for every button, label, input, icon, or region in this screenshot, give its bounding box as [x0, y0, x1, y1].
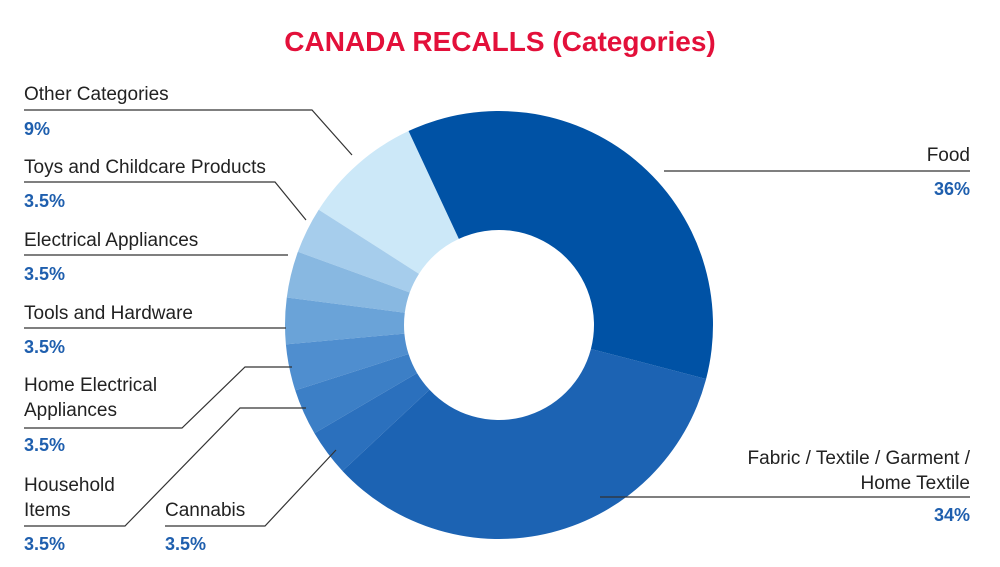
category-label: Tools and Hardware	[24, 303, 193, 324]
category-label: Food	[926, 145, 970, 166]
value-label: 3.5%	[24, 337, 66, 357]
donut-slice	[286, 251, 410, 313]
donut-slice	[284, 297, 405, 345]
leader-line	[24, 181, 307, 221]
category-label: Household Items	[24, 475, 115, 521]
value-label: 3.5%	[165, 534, 207, 554]
value-label: 34%	[933, 505, 970, 525]
value-label: 3.5%	[24, 534, 66, 554]
leader-line	[165, 449, 337, 527]
donut-slice	[297, 209, 419, 293]
value-label: 9%	[24, 119, 51, 139]
donut-slice	[408, 111, 713, 379]
category-label: Fabric / Textile / Garment / Home Textil…	[747, 448, 970, 494]
chart-title: CANADA RECALLS (Categories)	[284, 26, 716, 57]
category-label: Other Categories	[24, 84, 169, 105]
leader-line	[24, 109, 353, 156]
value-label: 3.5%	[24, 191, 66, 211]
category-label: Home Electrical Appliances	[24, 375, 158, 421]
leader-line	[24, 366, 292, 429]
value-label: 36%	[933, 179, 970, 199]
leader-line	[24, 407, 306, 527]
value-label: 3.5%	[24, 435, 66, 455]
category-label: Cannabis	[165, 500, 246, 521]
donut-slice	[342, 348, 707, 540]
value-label: 3.5%	[24, 264, 66, 284]
category-label: Toys and Childcare Products	[24, 157, 266, 178]
donut-slice	[295, 354, 418, 434]
donut-slice	[318, 131, 459, 274]
category-label: Electrical Appliances	[24, 230, 199, 251]
donut-slice	[314, 373, 430, 471]
donut-slice	[285, 333, 409, 391]
